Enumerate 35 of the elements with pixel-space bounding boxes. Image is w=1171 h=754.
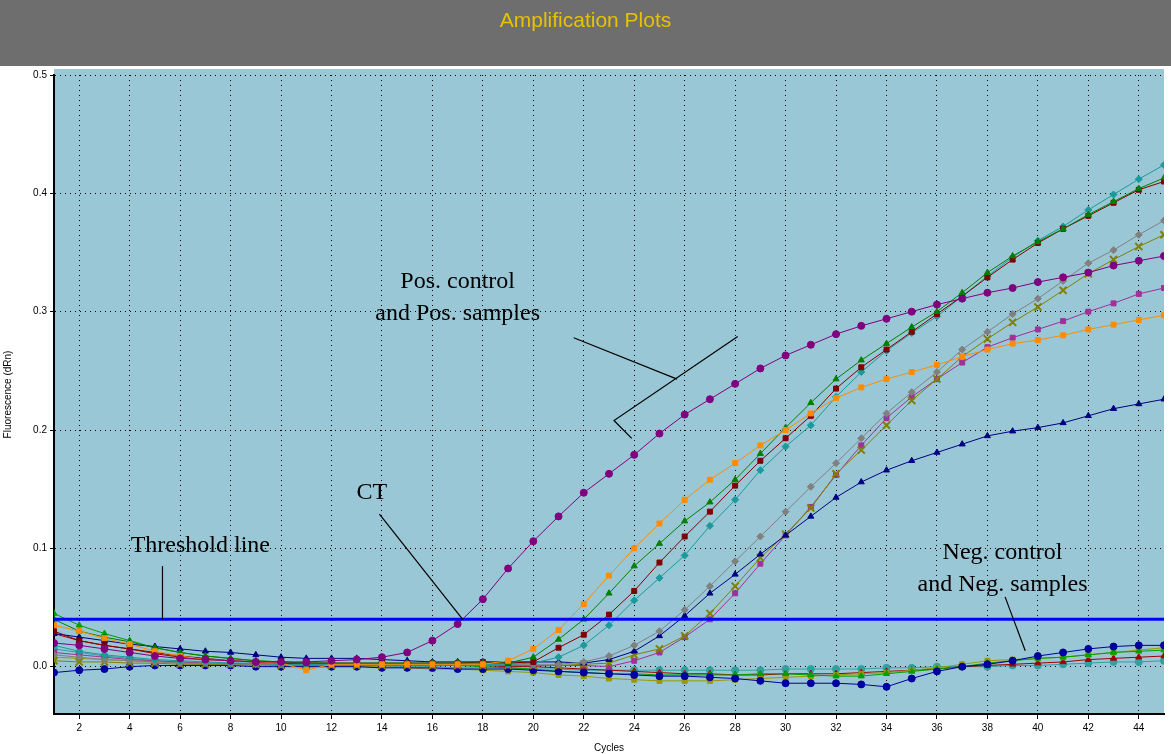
- ref-line-label: Threshold line: [130, 531, 270, 558]
- x-tick-label: 6: [177, 721, 184, 733]
- y-tick-label: 0.0: [33, 660, 48, 672]
- x-tick-label: 16: [426, 721, 439, 733]
- x-tick-label: 4: [126, 721, 133, 733]
- x-tick-label: 2: [76, 721, 83, 733]
- x-tick-label: 38: [981, 721, 994, 733]
- x-tick-label: 24: [628, 721, 641, 733]
- x-tick-label: 26: [679, 721, 691, 733]
- y-tick-label: 0.1: [33, 542, 48, 554]
- x-axis-title: Cycles: [593, 741, 625, 753]
- y-tick-label: 0.3: [33, 305, 48, 317]
- x-tick-label: 44: [1133, 721, 1145, 733]
- x-tick-label: 20: [527, 721, 540, 733]
- annotation: CT: [356, 478, 388, 505]
- x-tick-label: 42: [1082, 721, 1095, 733]
- chart-title: Amplification Plots: [498, 8, 673, 32]
- x-tick-label: 34: [880, 721, 893, 733]
- y-tick-label: 0.2: [33, 423, 48, 435]
- annotation: Pos. control and Pos. samples: [375, 266, 540, 325]
- y-axis-title: Fluorescence (dRn): [1, 350, 13, 439]
- x-tick-label: 40: [1032, 721, 1044, 733]
- x-tick-label: 30: [780, 721, 792, 733]
- y-tick-label: 0.5: [33, 68, 48, 80]
- x-tick-label: 12: [325, 721, 338, 733]
- x-tick-label: 10: [275, 721, 288, 733]
- x-tick-label: 36: [931, 721, 943, 733]
- y-tick-label: 0.4: [33, 187, 48, 199]
- x-tick-label: 32: [830, 721, 843, 733]
- x-tick-label: 18: [477, 721, 489, 733]
- annotation: Neg. control and Neg. samples: [917, 537, 1088, 596]
- x-tick-label: 14: [376, 721, 388, 733]
- x-tick-label: 8: [227, 721, 234, 733]
- x-tick-label: 22: [578, 721, 590, 733]
- x-tick-label: 28: [729, 721, 742, 733]
